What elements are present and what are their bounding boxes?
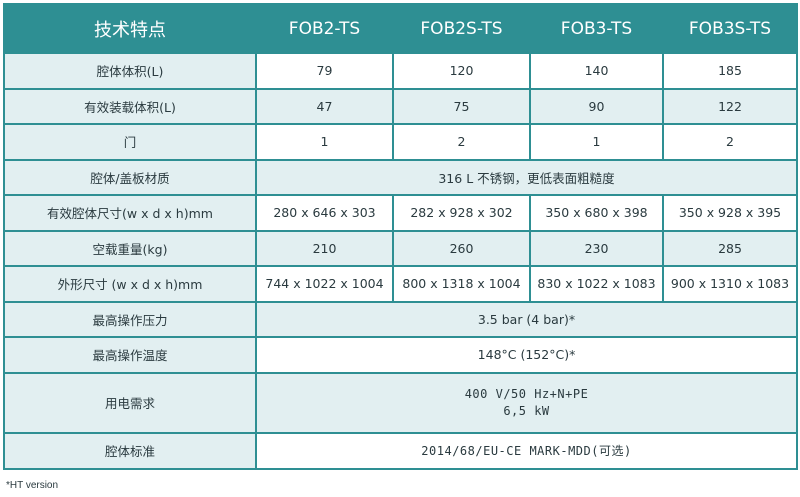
label-inner-dimensions: 有效腔体尺寸(w x d x h)mm (3, 194, 257, 232)
cell-chamber-volume-3: 140 (529, 52, 664, 90)
cell-door-4: 2 (662, 123, 798, 161)
cell-chamber-volume-2: 120 (392, 52, 531, 90)
row-power: 用电需求 400 V/50 Hz+N+PE 6,5 kW (3, 371, 798, 434)
cell-effective-volume-4: 122 (662, 87, 798, 126)
row-chamber-volume: 腔体体积(L) 79 120 140 185 (3, 52, 798, 90)
cell-material: 316 L 不锈钢，更低表面粗糙度 (255, 158, 798, 197)
cell-inner-dimensions-1: 280 x 646 x 303 (255, 194, 394, 232)
power-rating: 6,5 kW (503, 403, 550, 418)
header-model-4: FOB3S-TS (662, 3, 798, 54)
header-model-2: FOB2S-TS (392, 3, 531, 54)
cell-inner-dimensions-3: 350 x 680 x 398 (529, 194, 664, 232)
cell-effective-volume-2: 75 (392, 87, 531, 126)
header-model-3: FOB3-TS (529, 3, 664, 54)
label-standard: 腔体标准 (3, 431, 257, 471)
spec-table: 技术特点 FOB2-TS FOB2S-TS FOB3-TS FOB3S-TS 腔… (3, 3, 798, 471)
row-door: 门 1 2 1 2 (3, 123, 798, 161)
cell-outer-dimensions-4: 900 x 1310 x 1083 (662, 265, 798, 303)
label-outer-dimensions: 外形尺寸 (w x d x h)mm (3, 265, 257, 303)
power-voltage: 400 V/50 Hz+N+PE (464, 386, 589, 401)
cell-empty-weight-4: 285 (662, 229, 798, 268)
footnote: *HT version (6, 480, 59, 491)
cell-door-3: 1 (529, 123, 664, 161)
cell-max-temperature: 148°C (152°C)* (255, 336, 798, 374)
cell-inner-dimensions-4: 350 x 928 x 395 (662, 194, 798, 232)
cell-inner-dimensions-2: 282 x 928 x 302 (392, 194, 531, 232)
cell-chamber-volume-1: 79 (255, 52, 394, 90)
cell-empty-weight-1: 210 (255, 229, 394, 268)
label-max-temperature: 最高操作温度 (3, 336, 257, 374)
label-door: 门 (3, 123, 257, 161)
label-chamber-volume: 腔体体积(L) (3, 52, 257, 90)
cell-power: 400 V/50 Hz+N+PE 6,5 kW (255, 371, 798, 434)
header-row: 技术特点 FOB2-TS FOB2S-TS FOB3-TS FOB3S-TS (3, 3, 798, 54)
cell-door-1: 1 (255, 123, 394, 161)
row-material: 腔体/盖板材质 316 L 不锈钢，更低表面粗糙度 (3, 158, 798, 197)
cell-outer-dimensions-2: 800 x 1318 x 1004 (392, 265, 531, 303)
header-feature: 技术特点 (3, 3, 257, 54)
row-max-temperature: 最高操作温度 148°C (152°C)* (3, 336, 798, 374)
label-material: 腔体/盖板材质 (3, 158, 257, 197)
cell-outer-dimensions-1: 744 x 1022 x 1004 (255, 265, 394, 303)
cell-chamber-volume-4: 185 (662, 52, 798, 90)
label-max-pressure: 最高操作压力 (3, 300, 257, 339)
row-standard: 腔体标准 2014/68/EU-CE MARK-MDD(可选) (3, 431, 798, 471)
cell-effective-volume-1: 47 (255, 87, 394, 126)
label-empty-weight: 空载重量(kg) (3, 229, 257, 268)
row-empty-weight: 空载重量(kg) 210 260 230 285 (3, 229, 798, 268)
row-effective-volume: 有效装载体积(L) 47 75 90 122 (3, 87, 798, 126)
cell-empty-weight-2: 260 (392, 229, 531, 268)
cell-door-2: 2 (392, 123, 531, 161)
header-model-1: FOB2-TS (255, 3, 394, 54)
label-power: 用电需求 (3, 371, 257, 434)
label-effective-volume: 有效装载体积(L) (3, 87, 257, 126)
cell-effective-volume-3: 90 (529, 87, 664, 126)
row-outer-dimensions: 外形尺寸 (w x d x h)mm 744 x 1022 x 1004 800… (3, 265, 798, 303)
row-inner-dimensions: 有效腔体尺寸(w x d x h)mm 280 x 646 x 303 282 … (3, 194, 798, 232)
cell-empty-weight-3: 230 (529, 229, 664, 268)
row-max-pressure: 最高操作压力 3.5 bar (4 bar)* (3, 300, 798, 339)
cell-max-pressure: 3.5 bar (4 bar)* (255, 300, 798, 339)
cell-standard: 2014/68/EU-CE MARK-MDD(可选) (255, 431, 798, 471)
cell-outer-dimensions-3: 830 x 1022 x 1083 (529, 265, 664, 303)
